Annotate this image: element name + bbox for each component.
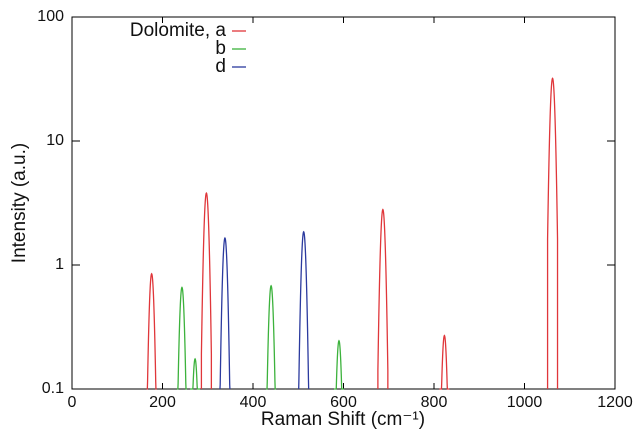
x-tick-label: 1200 [597, 394, 633, 411]
plot-frame [71, 16, 616, 390]
peak [298, 230, 310, 390]
peak [190, 357, 201, 390]
peak [266, 284, 277, 390]
peak [176, 286, 187, 390]
legend-label: d [215, 56, 226, 77]
x-tick-label: 1000 [507, 394, 543, 411]
legend-label: Dolomite, a [130, 20, 227, 41]
peak [334, 339, 344, 390]
x-axis-label: Raman Shift (cm⁻¹) [261, 409, 425, 430]
y-tick-label: 0.1 [42, 380, 64, 397]
y-tick-label: 100 [37, 8, 64, 25]
legend-label: b [215, 38, 226, 59]
x-tick-label: 200 [149, 394, 176, 411]
x-tick-label: 400 [240, 394, 267, 411]
y-tick-label: 1 [55, 256, 64, 273]
peak [219, 236, 231, 390]
peak [200, 191, 213, 389]
peak [377, 208, 389, 389]
peak [439, 334, 450, 390]
x-tick-label: 600 [330, 394, 357, 411]
y-tick-label: 10 [46, 132, 64, 149]
x-tick-label: 800 [421, 394, 448, 411]
y-axis-label: Intensity (a.u.) [9, 143, 30, 263]
peak [146, 272, 157, 390]
x-tick-label: 0 [68, 394, 77, 411]
peak [546, 77, 559, 389]
